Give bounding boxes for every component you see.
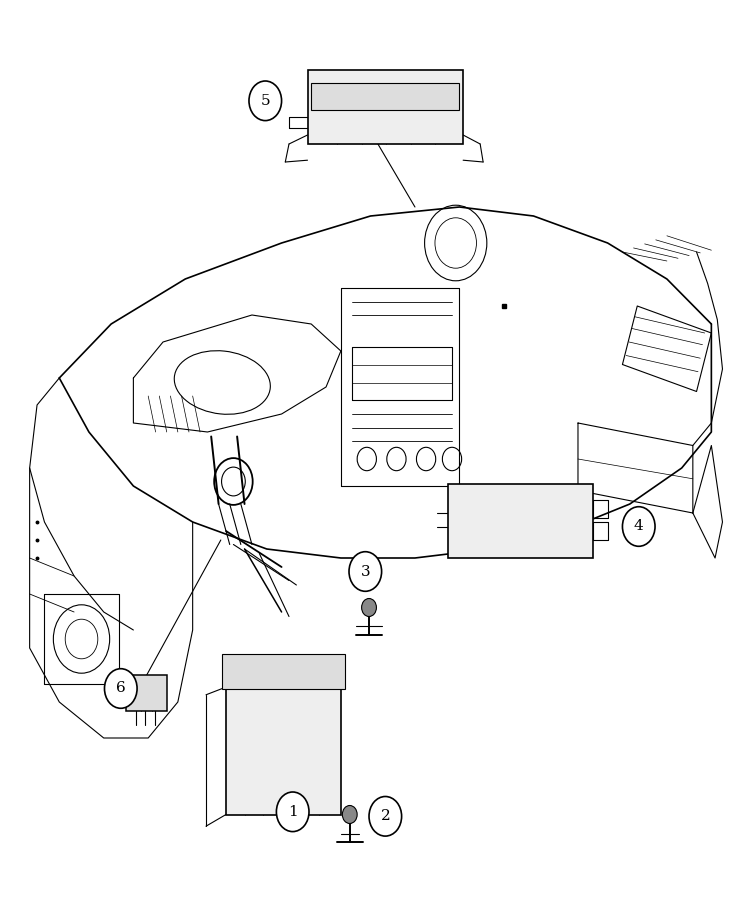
Circle shape: [104, 669, 137, 708]
Circle shape: [276, 792, 309, 832]
Text: 1: 1: [288, 805, 298, 819]
FancyBboxPatch shape: [311, 83, 459, 110]
Text: 3: 3: [361, 564, 370, 579]
FancyBboxPatch shape: [126, 675, 167, 711]
FancyBboxPatch shape: [308, 70, 463, 144]
FancyBboxPatch shape: [226, 684, 341, 814]
FancyBboxPatch shape: [222, 654, 345, 688]
Text: 6: 6: [116, 681, 126, 696]
Circle shape: [622, 507, 655, 546]
Circle shape: [249, 81, 282, 121]
Text: 2: 2: [380, 809, 391, 824]
Circle shape: [369, 796, 402, 836]
FancyBboxPatch shape: [448, 484, 593, 558]
Text: 4: 4: [634, 519, 644, 534]
Circle shape: [349, 552, 382, 591]
Circle shape: [362, 598, 376, 616]
Circle shape: [342, 806, 357, 824]
Text: 5: 5: [261, 94, 270, 108]
